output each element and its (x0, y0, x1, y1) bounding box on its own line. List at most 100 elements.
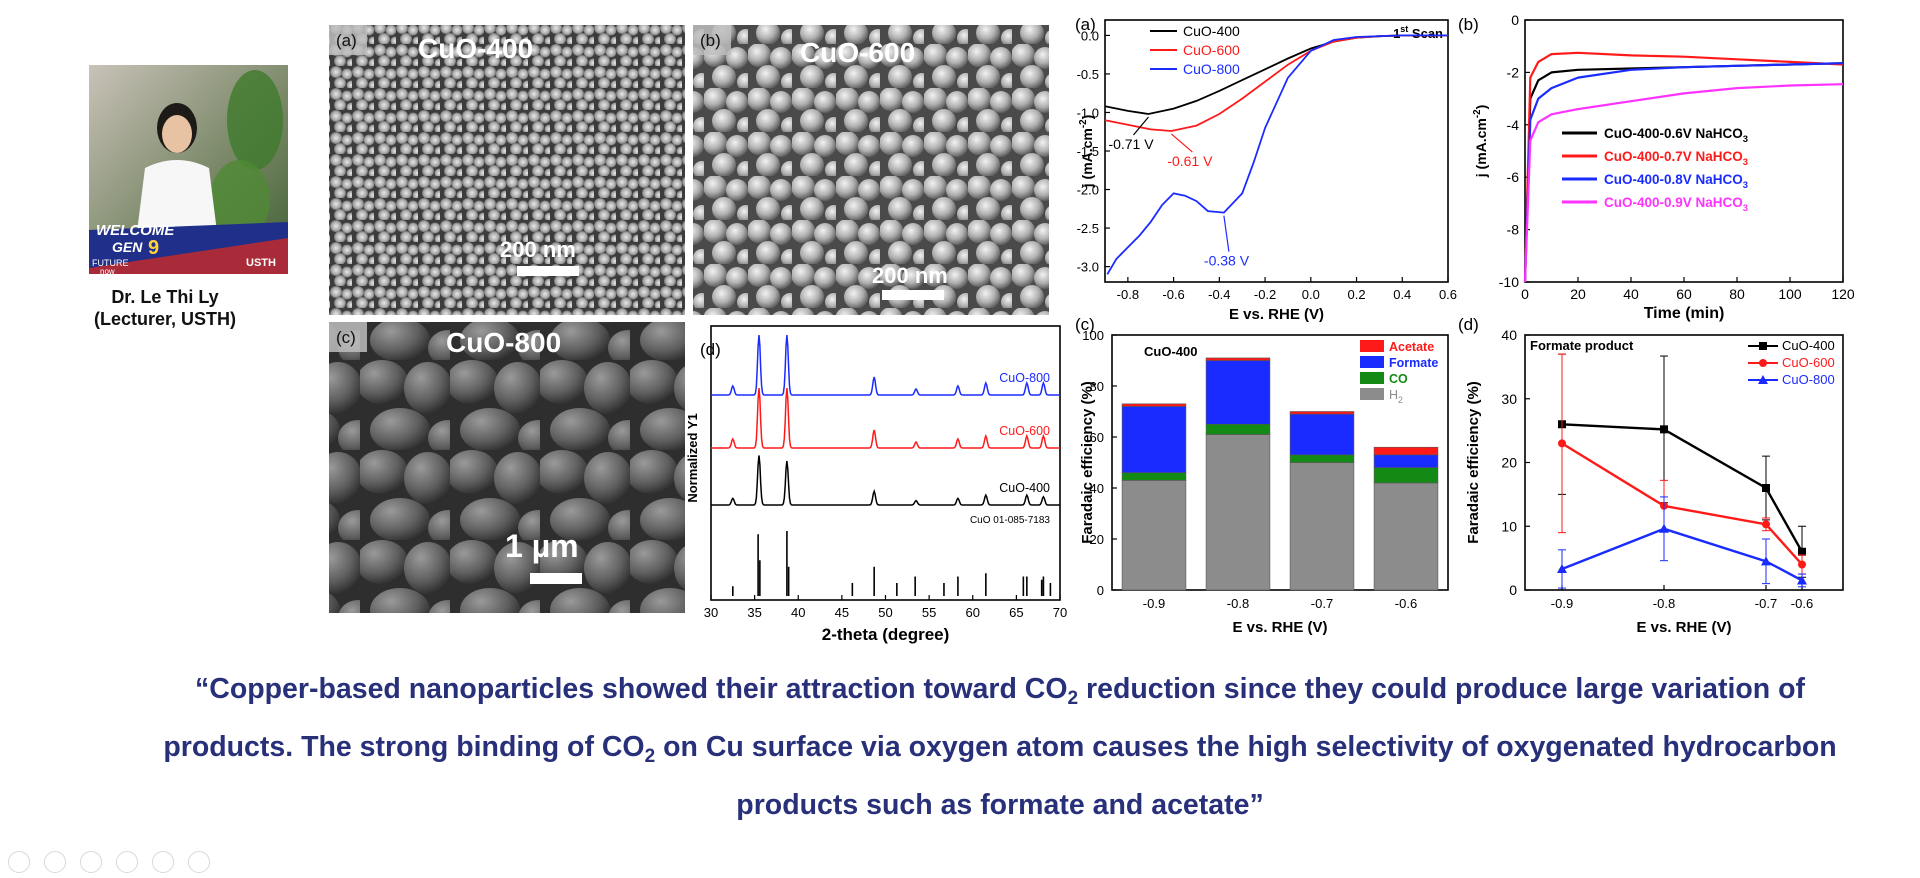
y-tick-label: 30 (1501, 391, 1517, 407)
data-point (1798, 560, 1806, 569)
y-tick-label: -2.5 (1077, 221, 1099, 236)
x-axis-label: E vs. RHE (V) (1229, 306, 1324, 323)
y-tick-label: -6 (1507, 169, 1520, 185)
x-tick-label: 0.4 (1393, 287, 1411, 302)
slide-dot (152, 851, 174, 873)
data-point (1558, 439, 1566, 448)
y-tick-label: -8 (1507, 222, 1520, 238)
legend-label: CuO-600 (1183, 42, 1240, 58)
quote-part-3: on Cu surface via oxygen atom causes the… (655, 731, 1837, 821)
data-point (1761, 556, 1771, 566)
x-axis-label: E vs. RHE (V) (1232, 619, 1327, 636)
callout-label: -0.71 V (1108, 136, 1154, 152)
fe-bar-segment (1121, 406, 1187, 473)
x-axis-label: Time (min) (1644, 305, 1725, 322)
fe-panel-tag: (c) (1075, 315, 1095, 334)
y-tick-label: -10 (1499, 274, 1519, 290)
scan-annotation: 1st Scan (1393, 24, 1443, 41)
profile-photo: WELCOME GEN 9 FUTURE now USTH (89, 65, 288, 276)
legend-label: CuO-800 (1782, 372, 1835, 387)
formate-series-line (1561, 423, 1804, 553)
legend-label: CuO-400-0.7V NaHCO3 (1604, 149, 1748, 168)
xrd-panel-tag: (d) (700, 340, 721, 359)
slide-dot (116, 851, 138, 873)
y-axis-label: j (mA.cm-2) (1472, 105, 1489, 179)
callout-arrow (1170, 133, 1193, 153)
quote-part-2: reduction since they could produce large… (163, 673, 1806, 763)
sem-a-tag: (a) (336, 31, 357, 50)
y-tick-label: 0 (1097, 583, 1104, 598)
legend-label: CuO-400-0.9V NaHCO3 (1604, 195, 1748, 214)
y-tick-label: 20 (1501, 455, 1517, 471)
callout-arrow (1223, 215, 1230, 252)
x-tick-label: 55 (922, 605, 936, 620)
y-tick-label: -2.0 (1077, 183, 1099, 198)
x-tick-label: -0.8 (1117, 287, 1139, 302)
fe-bar-segment (1373, 454, 1439, 468)
formate-efficiency-chart: (d) Formate product 0 10 20 30 40 -0.9 -0.8 -0.7-… (1458, 315, 1844, 636)
sem-a-scale-text: 200 nm (500, 237, 576, 262)
legend-label: CuO-400-0.6V NaHCO3 (1604, 126, 1748, 145)
sem-b-scale-bar (882, 290, 944, 300)
legend-label: CO (1389, 372, 1408, 386)
fe-bar-segment (1205, 357, 1271, 361)
legend-marker (1758, 375, 1768, 384)
data-point (1798, 547, 1806, 556)
legend-swatch (1360, 388, 1384, 400)
legend-marker (1759, 342, 1767, 350)
future-text: FUTURE (92, 258, 129, 268)
fe-bar-segment (1289, 413, 1355, 456)
slide-dot (44, 851, 66, 873)
legend-label: CuO-600 (1782, 355, 1835, 370)
y-tick-label: -0.5 (1077, 67, 1099, 82)
xrd-series-label: CuO-800 (999, 371, 1050, 385)
data-point (1797, 575, 1807, 585)
y-axis-label: Normalized Y1 (685, 413, 700, 502)
ca-series-line (1523, 51, 1844, 283)
ca-series-line (1523, 62, 1844, 283)
chronoamperometry-chart: (b) 0 20 40 60 80 100 120 0 -2 -4 -6 -8 -10 Time (min)… (1458, 12, 1855, 322)
x-tick-label: 0.6 (1439, 287, 1457, 302)
lsv-chart: (a) -0.8 -0.6 -0.4 -0.2 0.0 0.2 0.4 0.6 0.0 -0.5 -1… (1075, 15, 1457, 323)
xrd-series-line (711, 334, 1060, 396)
x-tick-label: -0.7 (1311, 596, 1333, 611)
quote-part-1: “Copper-based nanoparticles showed their… (194, 673, 1068, 705)
callout-arrow (1132, 116, 1149, 136)
lsv-panel-tag: (a) (1075, 15, 1096, 34)
legend-label: Acetate (1389, 340, 1434, 354)
legend-label: CuO-400-0.8V NaHCO3 (1604, 172, 1748, 191)
x-tick-label: -0.2 (1254, 287, 1276, 302)
legend-label: CuO-400 (1183, 23, 1240, 39)
y-axis-label: Faradaic efficiency (%) (1465, 381, 1482, 544)
y-tick-label: -2 (1507, 64, 1520, 80)
legend-label: CuO-800 (1183, 61, 1240, 77)
profile-role: (Lecturer, USTH) (93, 309, 237, 329)
sem-b-tag: (b) (700, 31, 721, 50)
formate-annotation: Formate product (1530, 338, 1634, 353)
y-tick-label: 80 (1090, 379, 1104, 394)
x-tick-label: 50 (878, 605, 892, 620)
profile-name: Dr. Le Thi Ly (111, 287, 219, 307)
sem-a-scale-bar (517, 266, 579, 276)
x-tick-label: -0.7 (1755, 596, 1777, 611)
formate-series-line (1561, 442, 1803, 566)
slide-dot (8, 851, 30, 873)
sem-a-label: CuO-400 (418, 33, 533, 64)
sem-panel-b: (b) CuO-600 200 nm (693, 25, 1049, 315)
fe-bar-segment (1121, 480, 1187, 591)
slide-dots (8, 851, 224, 878)
fe-bar-segment (1205, 434, 1271, 591)
legend-swatch (1360, 372, 1384, 384)
data-point (1762, 520, 1770, 529)
x-tick-label: 20 (1570, 286, 1586, 302)
welcome-banner-text: WELCOME (96, 222, 175, 239)
xrd-series-line (711, 387, 1060, 449)
x-axis-label: E vs. RHE (V) (1636, 619, 1731, 636)
legend-label: Formate (1389, 356, 1438, 370)
lsv-series-line (1106, 34, 1448, 275)
sem-c-tag: (c) (336, 328, 356, 347)
y-tick-label: 0 (1509, 582, 1517, 598)
sem-b-label: CuO-600 (800, 37, 915, 68)
x-tick-label: 80 (1729, 286, 1745, 302)
faradaic-efficiency-bar-chart: (c) CuO-400 0 20 40 60 80 100 -0.9 -0.8 -0.7 -0.6 E … (1075, 315, 1449, 636)
